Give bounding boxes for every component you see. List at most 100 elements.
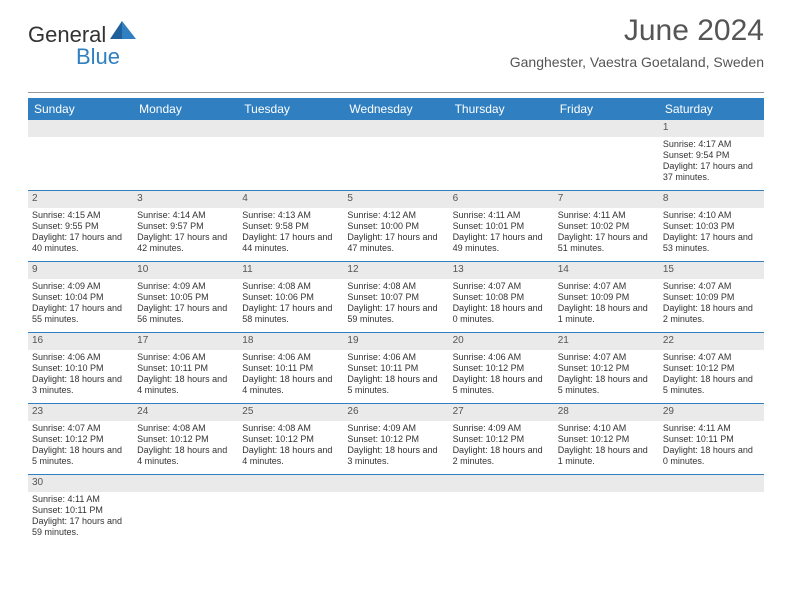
day-number	[238, 475, 343, 492]
sunrise-text: Sunrise: 4:06 AM	[242, 352, 339, 363]
sunset-text: Sunset: 10:12 PM	[137, 434, 234, 445]
sunset-text: Sunset: 9:58 PM	[242, 221, 339, 232]
daylight-text: Daylight: 18 hours and 2 minutes.	[453, 445, 550, 468]
calendar-cell: 14Sunrise: 4:07 AMSunset: 10:09 PMDaylig…	[554, 262, 659, 332]
sunrise-text: Sunrise: 4:11 AM	[663, 423, 760, 434]
calendar-cell: 21Sunrise: 4:07 AMSunset: 10:12 PMDaylig…	[554, 333, 659, 403]
day-number: 17	[133, 333, 238, 350]
sunset-text: Sunset: 9:57 PM	[137, 221, 234, 232]
day-number: 11	[238, 262, 343, 279]
calendar-cell-blank	[449, 475, 554, 545]
day-number: 8	[659, 191, 764, 208]
calendar-cell: 12Sunrise: 4:08 AMSunset: 10:07 PMDaylig…	[343, 262, 448, 332]
daylight-text: Daylight: 18 hours and 4 minutes.	[137, 374, 234, 397]
weekday-header: Saturday	[659, 98, 764, 120]
calendar-cell: 15Sunrise: 4:07 AMSunset: 10:09 PMDaylig…	[659, 262, 764, 332]
daylight-text: Daylight: 17 hours and 59 minutes.	[347, 303, 444, 326]
sunset-text: Sunset: 9:55 PM	[32, 221, 129, 232]
sunrise-text: Sunrise: 4:10 AM	[558, 423, 655, 434]
calendar-cell-blank	[133, 475, 238, 545]
daylight-text: Daylight: 17 hours and 58 minutes.	[242, 303, 339, 326]
sunrise-text: Sunrise: 4:14 AM	[137, 210, 234, 221]
sunrise-text: Sunrise: 4:06 AM	[137, 352, 234, 363]
day-number: 12	[343, 262, 448, 279]
calendar-cell: 17 Sunrise: 4:06 AMSunset: 10:11 PMDaylig…	[133, 333, 238, 403]
sunrise-text: Sunrise: 4:08 AM	[242, 423, 339, 434]
day-number	[659, 475, 764, 492]
day-number: 23	[28, 404, 133, 421]
sunset-text: Sunset: 10:11 PM	[663, 434, 760, 445]
sunrise-text: Sunrise: 4:11 AM	[32, 494, 129, 505]
calendar-cell: 6Sunrise: 4:11 AMSunset: 10:01 PMDayligh…	[449, 191, 554, 261]
day-number	[343, 120, 448, 137]
sunset-text: Sunset: 10:12 PM	[453, 434, 550, 445]
daylight-text: Daylight: 17 hours and 49 minutes.	[453, 232, 550, 255]
day-number: 20	[449, 333, 554, 350]
daylight-text: Daylight: 18 hours and 4 minutes.	[242, 374, 339, 397]
calendar-cell: 3Sunrise: 4:14 AMSunset: 9:57 PMDaylight…	[133, 191, 238, 261]
daylight-text: Daylight: 17 hours and 51 minutes.	[558, 232, 655, 255]
daylight-text: Daylight: 17 hours and 40 minutes.	[32, 232, 129, 255]
sunset-text: Sunset: 10:01 PM	[453, 221, 550, 232]
day-number: 5	[343, 191, 448, 208]
day-number: 25	[238, 404, 343, 421]
day-number	[449, 120, 554, 137]
weekday-header: Wednesday	[343, 98, 448, 120]
daylight-text: Daylight: 18 hours and 0 minutes.	[453, 303, 550, 326]
sunset-text: Sunset: 10:07 PM	[347, 292, 444, 303]
calendar-cell: 18Sunrise: 4:06 AMSunset: 10:11 PMDaylig…	[238, 333, 343, 403]
sunrise-text: Sunrise: 4:07 AM	[558, 352, 655, 363]
day-number: 6	[449, 191, 554, 208]
day-number: 16	[28, 333, 133, 350]
sunrise-text: Sunrise: 4:11 AM	[558, 210, 655, 221]
day-number: 4	[238, 191, 343, 208]
sunrise-text: Sunrise: 4:17 AM	[663, 139, 760, 150]
sunset-text: Sunset: 10:04 PM	[32, 292, 129, 303]
daylight-text: Daylight: 18 hours and 2 minutes.	[663, 303, 760, 326]
sunset-text: Sunset: 10:11 PM	[137, 363, 234, 374]
sunrise-text: Sunrise: 4:12 AM	[347, 210, 444, 221]
daylight-text: Daylight: 18 hours and 0 minutes.	[663, 445, 760, 468]
sunrise-text: Sunrise: 4:06 AM	[347, 352, 444, 363]
sunrise-text: Sunrise: 4:07 AM	[663, 352, 760, 363]
sunrise-text: Sunrise: 4:09 AM	[137, 281, 234, 292]
calendar-cell-blank	[343, 475, 448, 545]
day-number: 9	[28, 262, 133, 279]
sunrise-text: Sunrise: 4:08 AM	[242, 281, 339, 292]
calendar-cell: 9Sunrise: 4:09 AMSunset: 10:04 PMDayligh…	[28, 262, 133, 332]
sunrise-text: Sunrise: 4:07 AM	[663, 281, 760, 292]
calendar-week-row: 23Sunrise: 4:07 AMSunset: 10:12 PMDaylig…	[28, 404, 764, 475]
day-number	[554, 475, 659, 492]
day-number	[28, 120, 133, 137]
day-number	[133, 120, 238, 137]
sunrise-text: Sunrise: 4:07 AM	[453, 281, 550, 292]
calendar-cell: 11Sunrise: 4:08 AMSunset: 10:06 PMDaylig…	[238, 262, 343, 332]
daylight-text: Daylight: 17 hours and 44 minutes.	[242, 232, 339, 255]
daylight-text: Daylight: 18 hours and 5 minutes.	[453, 374, 550, 397]
daylight-text: Daylight: 18 hours and 4 minutes.	[137, 445, 234, 468]
daylight-text: Daylight: 18 hours and 1 minute.	[558, 445, 655, 468]
calendar-week-row: 2Sunrise: 4:15 AMSunset: 9:55 PMDaylight…	[28, 191, 764, 262]
sunset-text: Sunset: 9:54 PM	[663, 150, 760, 161]
day-number: 1	[659, 120, 764, 137]
calendar-body: 1 Sunrise: 4:17 AMSunset: 9:54 PM Daylight…	[28, 120, 764, 545]
calendar-cell: 20Sunrise: 4:06 AMSunset: 10:12 PMDaylig…	[449, 333, 554, 403]
calendar-cell: 4Sunrise: 4:13 AMSunset: 9:58 PMDaylight…	[238, 191, 343, 261]
sunset-text: Sunset: 10:12 PM	[32, 434, 129, 445]
logo-mark-icon	[110, 19, 136, 39]
calendar-cell: 25Sunrise: 4:08 AMSunset: 10:12 PMDaylig…	[238, 404, 343, 474]
calendar-cell-blank	[659, 475, 764, 545]
calendar-cell: 29Sunrise: 4:11 AMSunset: 10:11 PMDaylig…	[659, 404, 764, 474]
calendar-cell-blank	[238, 475, 343, 545]
calendar-cell: 19Sunrise: 4:06 AMSunset: 10:11 PMDaylig…	[343, 333, 448, 403]
calendar-cell-blank	[28, 120, 133, 190]
sunset-text: Sunset: 10:11 PM	[32, 505, 129, 516]
day-number	[554, 120, 659, 137]
sunset-text: Sunset: 10:10 PM	[32, 363, 129, 374]
weekday-header: Tuesday	[238, 98, 343, 120]
sunset-text: Sunset: 10:00 PM	[347, 221, 444, 232]
daylight-text: Daylight: 18 hours and 4 minutes.	[242, 445, 339, 468]
sunrise-text: Sunrise: 4:06 AM	[32, 352, 129, 363]
daylight-text: Daylight: 17 hours and 53 minutes.	[663, 232, 760, 255]
daylight-text: Daylight: 18 hours and 5 minutes.	[347, 374, 444, 397]
